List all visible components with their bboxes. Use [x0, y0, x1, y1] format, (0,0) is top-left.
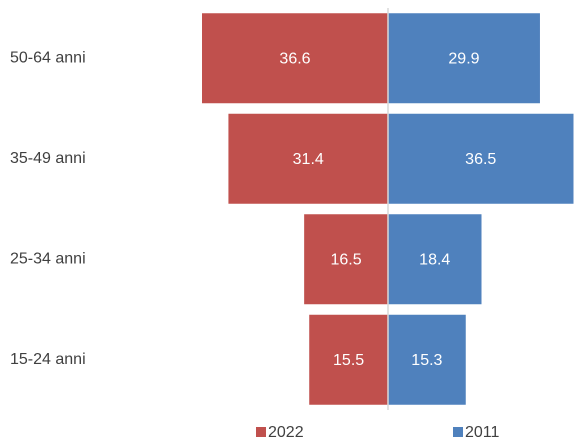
legend-label: 2011 [465, 424, 500, 441]
category-label: 15-24 anni [10, 351, 86, 368]
bar [388, 214, 482, 305]
data-label: 36.5 [465, 151, 496, 168]
bar [388, 13, 540, 104]
data-label: 15.5 [333, 352, 364, 369]
category-label: 25-34 anni [10, 250, 86, 267]
bar [228, 113, 388, 204]
data-label: 15.3 [411, 352, 442, 369]
bar [388, 314, 466, 405]
data-label: 29.9 [448, 50, 479, 67]
data-label: 18.4 [419, 251, 450, 268]
bar [309, 314, 388, 405]
legend-label: 2022 [268, 424, 304, 441]
legend-swatch [256, 427, 266, 437]
category-label: 35-49 anni [10, 150, 86, 167]
category-label: 50-64 anni [10, 49, 86, 66]
bar [202, 13, 388, 104]
data-label: 31.4 [293, 151, 324, 168]
data-label: 36.6 [279, 50, 310, 67]
data-label: 16.5 [331, 251, 362, 268]
legend-swatch [453, 427, 463, 437]
bar [304, 214, 388, 305]
bar [388, 113, 574, 204]
